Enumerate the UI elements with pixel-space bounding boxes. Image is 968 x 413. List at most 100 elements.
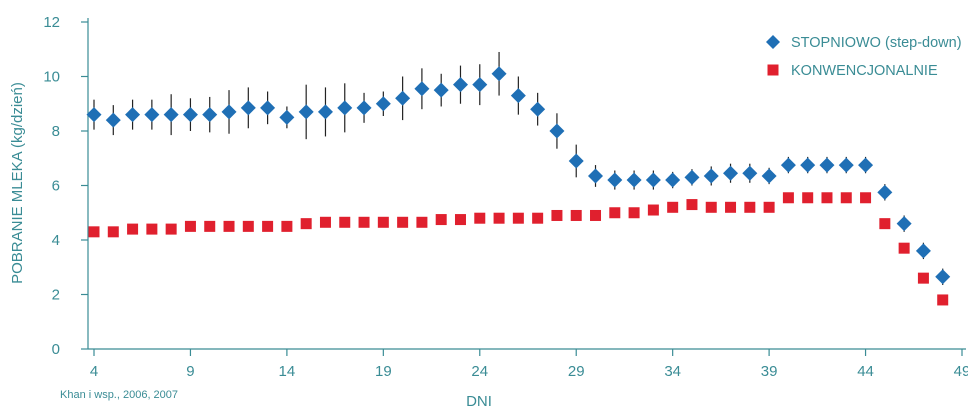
data-point-square (725, 201, 737, 213)
data-point-square (512, 212, 524, 224)
y-tick-label: 10 (43, 69, 60, 86)
data-point-square (223, 220, 235, 232)
data-point-square (879, 218, 891, 230)
data-point-square (165, 223, 177, 235)
data-point-diamond (510, 88, 526, 104)
x-tick-label: 24 (471, 363, 488, 380)
legend-item-step-down: STOPNIOWO (step-down) (766, 35, 962, 51)
data-point-diamond (317, 104, 333, 120)
data-point-square (917, 272, 929, 284)
data-point-square (242, 220, 254, 232)
data-point-diamond (684, 169, 700, 185)
data-point-diamond (935, 269, 951, 285)
data-point-square (397, 216, 409, 228)
data-point-diamond (144, 107, 160, 123)
data-point-square (358, 216, 370, 228)
data-point-diamond (182, 107, 198, 123)
x-tick-label: 34 (664, 363, 681, 380)
source-note: Khan i wsp., 2006, 2007 (60, 389, 178, 401)
data-point-diamond (279, 109, 295, 125)
axes (81, 18, 966, 356)
data-point-diamond (819, 157, 835, 173)
data-point-diamond (877, 184, 893, 200)
data-point-diamond (549, 123, 565, 139)
data-point-square (127, 223, 139, 235)
data-point-square (628, 207, 640, 219)
data-point-diamond (761, 168, 777, 184)
data-point-square (262, 220, 274, 232)
x-tick-label: 9 (186, 363, 194, 380)
data-point-square (532, 212, 544, 224)
data-point-diamond (125, 107, 141, 123)
data-point-diamond (86, 107, 102, 123)
x-tick-label: 29 (568, 363, 585, 380)
data-point-diamond (395, 90, 411, 106)
data-point-diamond (703, 168, 719, 184)
y-tick-label: 4 (52, 232, 60, 249)
x-tick-label: 39 (761, 363, 778, 380)
error-bars (93, 51, 944, 285)
data-point-square (435, 214, 447, 226)
data-point-diamond (915, 243, 931, 259)
data-point-square (840, 192, 852, 204)
data-point-diamond (530, 101, 546, 117)
legend: STOPNIOWO (step-down) KONWENCJONALNIE (766, 35, 962, 79)
data-point-diamond (163, 107, 179, 123)
data-point-diamond (356, 100, 372, 116)
data-point-square (782, 192, 794, 204)
data-point-square (184, 220, 196, 232)
data-point-diamond (723, 165, 739, 181)
data-point-square (474, 212, 486, 224)
data-point-diamond (240, 100, 256, 116)
legend-label-conventional: KONWENCJONALNIE (791, 63, 938, 79)
legend-marker-square (767, 64, 779, 76)
data-point-diamond (298, 104, 314, 120)
data-point-square (609, 207, 621, 219)
x-tick-label: 19 (375, 363, 392, 380)
data-point-square (647, 204, 659, 216)
x-tick-label: 44 (857, 363, 874, 380)
data-point-square (281, 220, 293, 232)
data-point-diamond (221, 104, 237, 120)
x-tick-label: 49 (954, 363, 968, 380)
data-point-square (590, 209, 602, 221)
data-point-diamond (800, 157, 816, 173)
data-point-diamond (472, 77, 488, 93)
data-point-square (705, 201, 717, 213)
data-point-square (416, 216, 428, 228)
data-point-square (339, 216, 351, 228)
data-point-square (570, 209, 582, 221)
legend-marker-diamond (766, 35, 780, 49)
y-axis-title: POBRANIE MLEKA (kg/dzień) (9, 82, 26, 284)
x-axis-title: DNI (466, 393, 492, 410)
data-point-diamond (742, 165, 758, 181)
y-tick-label: 6 (52, 178, 60, 195)
data-point-diamond (838, 157, 854, 173)
data-point-square (319, 216, 331, 228)
data-point-diamond (780, 157, 796, 173)
data-point-square (146, 223, 158, 235)
data-point-diamond (645, 172, 661, 188)
data-point-diamond (588, 168, 604, 184)
data-point-diamond (337, 100, 353, 116)
data-point-square (107, 226, 119, 238)
data-point-square (204, 220, 216, 232)
data-point-square (686, 199, 698, 211)
data-point-diamond (858, 157, 874, 173)
data-point-diamond (260, 100, 276, 116)
data-point-square (763, 201, 775, 213)
data-point-diamond (452, 77, 468, 93)
data-markers (86, 66, 951, 306)
data-point-diamond (665, 172, 681, 188)
data-point-square (551, 209, 563, 221)
data-point-diamond (568, 153, 584, 169)
y-tick-label: 12 (43, 14, 60, 31)
data-point-square (667, 201, 679, 213)
x-tick-label: 14 (279, 363, 296, 380)
data-point-square (898, 242, 910, 254)
data-point-square (937, 294, 949, 306)
data-point-square (821, 192, 833, 204)
